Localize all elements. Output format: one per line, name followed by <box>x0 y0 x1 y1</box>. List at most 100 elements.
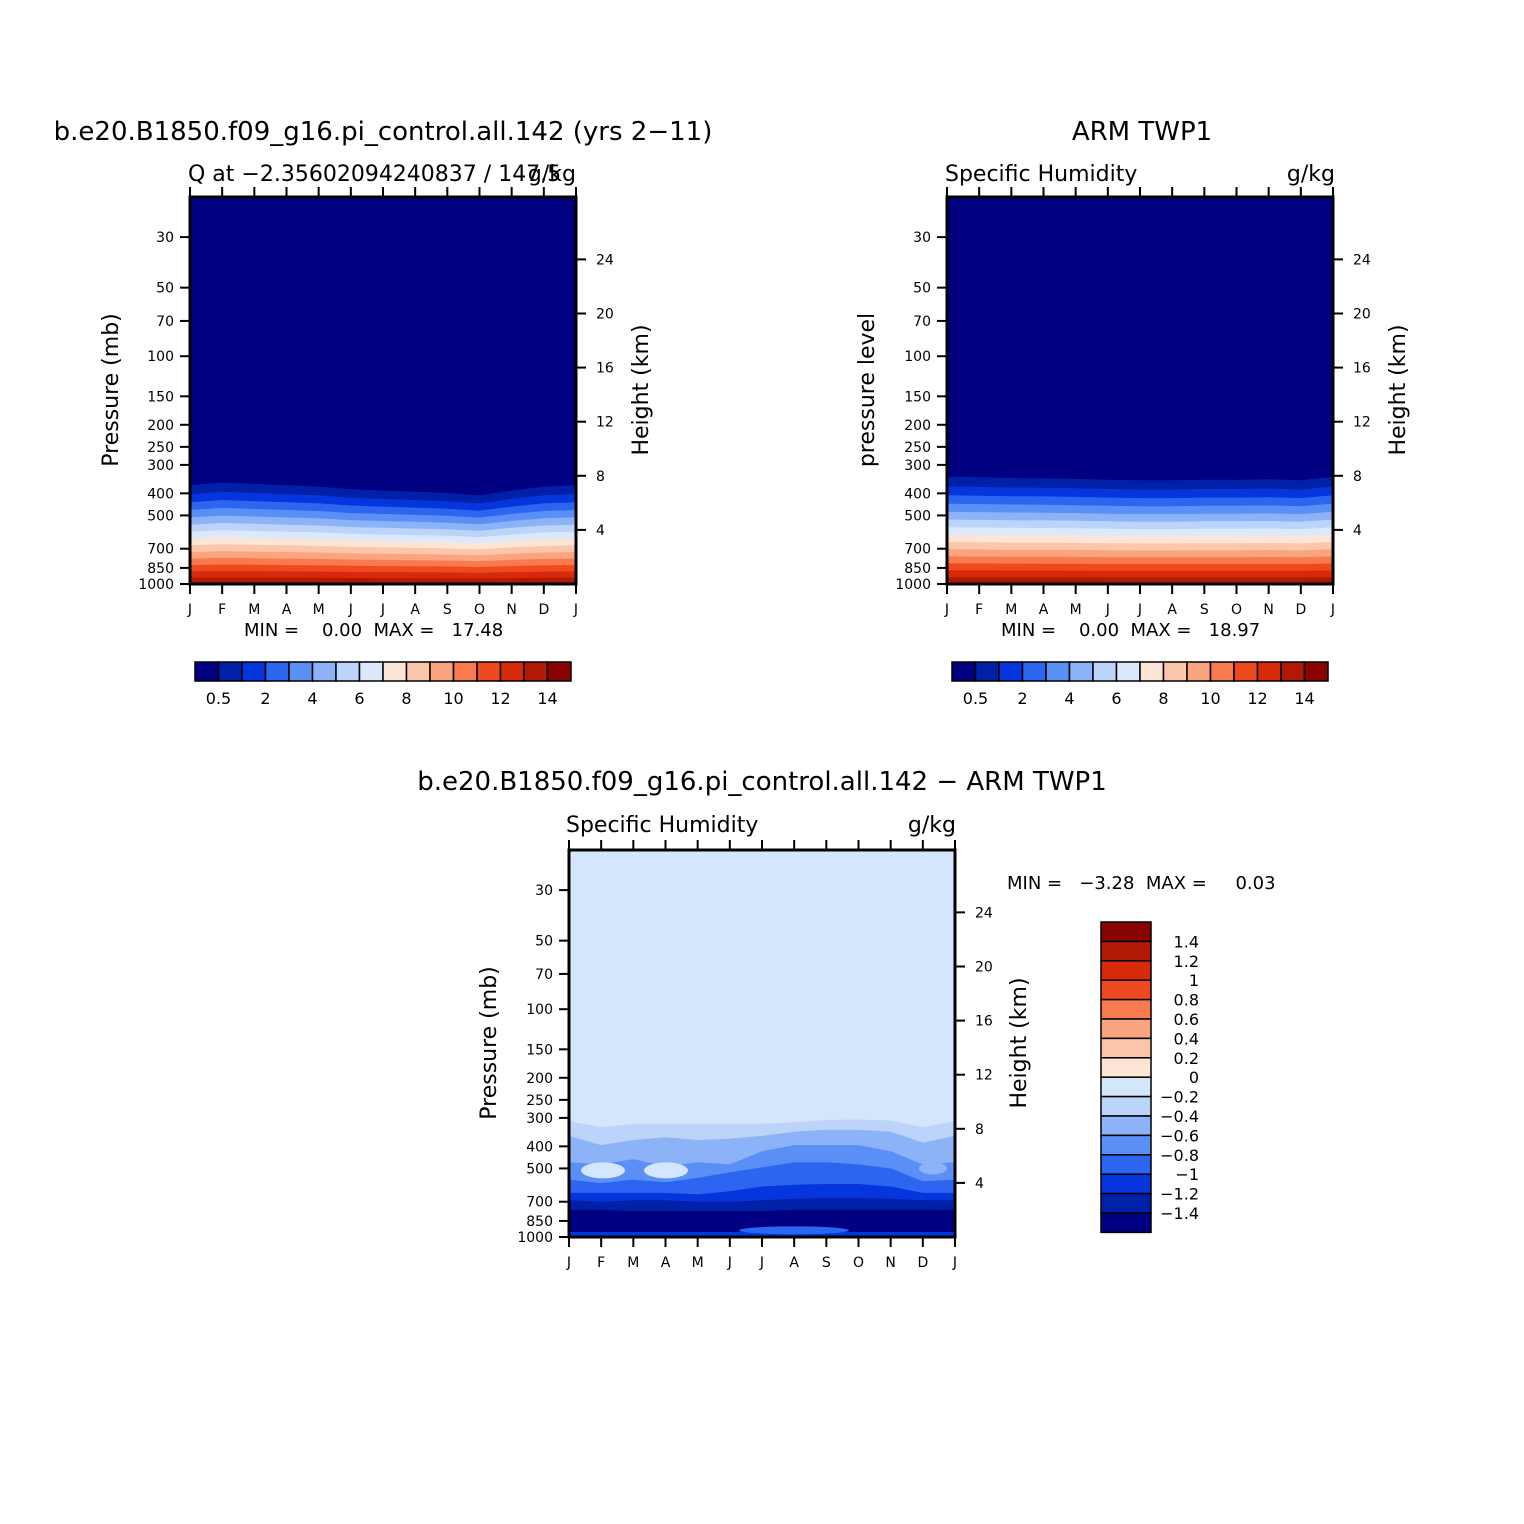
x-tick-label: F <box>218 602 226 618</box>
y-tick-label: 300 <box>526 1111 553 1127</box>
colorbar-box <box>358 661 384 682</box>
colorbar-box <box>1100 998 1152 1020</box>
colorbar-box <box>217 661 243 682</box>
y-tick-label: 700 <box>526 1195 553 1211</box>
x-tick-label: F <box>975 602 983 618</box>
y-axis-right-label: Height (km) <box>629 324 654 455</box>
y-tick-label: 1000 <box>138 577 174 593</box>
y-right-tick-label: 24 <box>596 252 614 268</box>
panel-title: ARM TWP1 <box>1072 117 1212 147</box>
colorbar-label: 4 <box>307 689 317 708</box>
x-tick-label: J <box>1105 602 1110 618</box>
panel-title: b.e20.B1850.f09_g16.pi_control.all.142 −… <box>417 767 1107 797</box>
colorbar-label: 6 <box>354 689 364 708</box>
y-axis-label: pressure level <box>855 313 880 467</box>
colorbar-label: 8 <box>1158 689 1168 708</box>
x-tick-label: J <box>944 602 949 618</box>
y-axis-label: Pressure (mb) <box>99 313 124 467</box>
colorbar-label: 14 <box>537 689 557 708</box>
colorbar-box <box>1256 661 1282 682</box>
colorbar-box <box>476 661 502 682</box>
colorbar-box <box>951 661 977 682</box>
x-tick-label: O <box>474 602 485 618</box>
y-tick-label: 1000 <box>517 1230 553 1246</box>
x-tick-label: S <box>1200 602 1209 618</box>
colorbar-label: 0 <box>1189 1068 1199 1087</box>
colorbar-box <box>1100 1057 1152 1078</box>
x-tick-label: A <box>1039 602 1049 618</box>
colorbar-box <box>1045 661 1071 682</box>
y-tick-label: 500 <box>147 508 174 524</box>
y-right-tick-label: 12 <box>975 1068 993 1084</box>
panel-subtitle-left: Specific Humidity <box>945 162 1137 187</box>
y-tick-label: 50 <box>156 281 174 297</box>
colorbar-box <box>311 661 337 682</box>
x-tick-label: A <box>410 602 420 618</box>
x-tick-label: M <box>627 1255 639 1271</box>
contour-pocket <box>644 1162 688 1179</box>
colorbar-box <box>452 661 478 682</box>
colorbar-box <box>1162 661 1188 682</box>
colorbar-label: 0.4 <box>1174 1029 1199 1048</box>
x-tick-label: J <box>1137 602 1142 618</box>
colorbar-box <box>1100 979 1152 1001</box>
x-tick-label: J <box>380 602 385 618</box>
y-right-tick-label: 4 <box>596 523 605 539</box>
y-tick-label: 850 <box>904 561 931 577</box>
plot-axes: J F M A M J J A S O N D J 30 50 70 100 150 200 250 300 400 500… <box>517 840 993 1271</box>
colorbar-box <box>1100 921 1152 943</box>
colorbar-box <box>1100 1018 1152 1040</box>
x-tick-label: S <box>822 1255 831 1271</box>
y-right-tick-label: 16 <box>1353 361 1371 377</box>
x-tick-label: S <box>443 602 452 618</box>
contour-field <box>569 850 955 1237</box>
colorbar-label: −0.8 <box>1160 1146 1199 1165</box>
model-panel: b.e20.B1850.f09_g16.pi_control.all.142 (… <box>54 117 713 708</box>
min-max-stats: MIN = 0.00 MAX = 17.48 <box>244 620 503 641</box>
y-right-tick-label: 8 <box>596 469 605 485</box>
colorbar-box <box>1280 661 1306 682</box>
y-tick-label: 1000 <box>895 577 931 593</box>
y-tick-label: 150 <box>526 1042 553 1058</box>
colorbar-label: 2 <box>1017 689 1027 708</box>
colorbar-label: 12 <box>1247 689 1267 708</box>
colorbar-box <box>1021 661 1047 682</box>
y-tick-label: 400 <box>526 1139 553 1155</box>
colorbar: 1.41.210.80.60.40.20−0.2−0.4−0.6−0.8−1−1… <box>1100 921 1199 1234</box>
colorbar-box <box>1100 1037 1152 1059</box>
colorbar-label: 10 <box>1200 689 1220 708</box>
x-tick-label: J <box>952 1255 957 1271</box>
y-tick-label: 850 <box>526 1214 553 1230</box>
x-tick-label: M <box>692 1255 704 1271</box>
y-tick-label: 200 <box>147 418 174 434</box>
y-tick-label: 400 <box>147 486 174 502</box>
contour-band <box>569 1231 955 1236</box>
y-right-tick-label: 20 <box>596 306 614 322</box>
x-tick-label: A <box>789 1255 799 1271</box>
y-tick-label: 70 <box>535 967 553 983</box>
colorbar-box <box>264 661 290 682</box>
observation-panel: ARM TWP1 Specific Humidity g/kg J F M A M J J A… <box>855 117 1411 708</box>
y-right-tick-label: 12 <box>1353 415 1371 431</box>
colorbar-label: 2 <box>260 689 270 708</box>
panel-subtitle-right: g/kg <box>528 162 576 187</box>
x-tick-label: D <box>917 1255 928 1271</box>
plot-axes: J F M A M J J A S O N D J 30 50 70 100 150 200 250 300 400 500… <box>138 187 614 618</box>
min-max-stats: MIN = −3.28 MAX = 0.03 <box>1007 873 1276 894</box>
x-tick-label: M <box>1005 602 1017 618</box>
x-tick-label: J <box>759 1255 764 1271</box>
y-tick-label: 250 <box>147 440 174 456</box>
colorbar-label: −1 <box>1175 1165 1199 1184</box>
x-tick-label: D <box>1295 602 1306 618</box>
contour-pocket <box>581 1162 625 1179</box>
plot-axes: J F M A M J J A S O N D J 30 50 70 100 150 200 250 300 400 500… <box>895 187 1371 618</box>
x-tick-label: N <box>885 1255 895 1271</box>
colorbar-box <box>1100 1115 1152 1137</box>
colorbar-box <box>1100 1212 1152 1234</box>
y-right-tick-label: 24 <box>975 905 993 921</box>
colorbar-box <box>1100 1173 1152 1195</box>
contour-field <box>190 197 576 584</box>
colorbar-box <box>1100 1076 1152 1098</box>
colorbar-box <box>1068 661 1094 682</box>
